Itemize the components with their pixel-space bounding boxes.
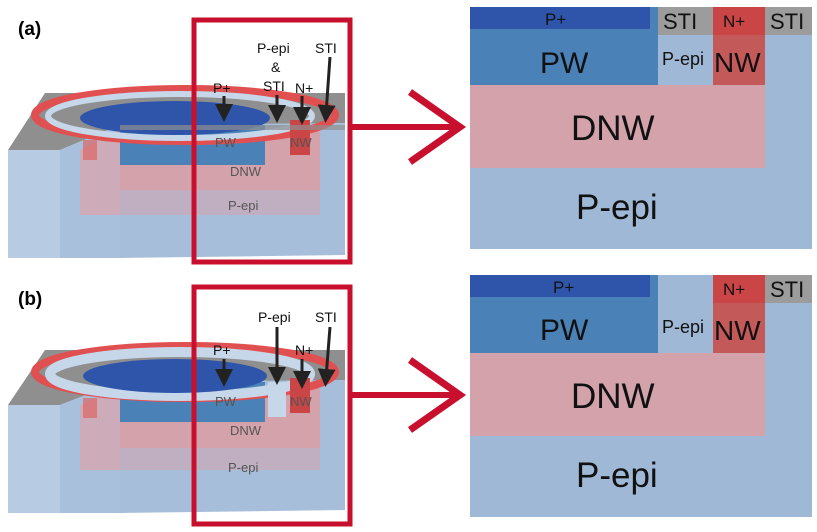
zoom-nplus-a — [713, 7, 765, 35]
device-3d-b: PW NW DNW P-epi — [8, 342, 345, 513]
zoom-label-dnw-a: DNW — [571, 109, 655, 148]
zoom-sti-left-a — [658, 7, 713, 35]
dnw-lower-b — [120, 448, 320, 470]
annot-sti-b: STI — [315, 309, 337, 325]
zoom-label-pplus-b: P+ — [553, 278, 574, 297]
nw-left-b — [83, 398, 97, 418]
annot-nplus-b: N+ — [295, 342, 313, 358]
annot-pepi-sti-line3-a: STI — [263, 78, 285, 94]
zoom-label-nplus-a: N+ — [723, 12, 745, 31]
zoom-sti-right-b — [765, 275, 812, 303]
zoom-nplus-b — [713, 275, 765, 303]
zoom-label-nw-a: NW — [714, 47, 761, 78]
zoom-arrow-a — [350, 89, 467, 165]
zoom-label-nplus-b: N+ — [723, 280, 745, 299]
zoom-pplus-b — [470, 275, 650, 297]
zoom-section-b: P+ N+ STI PW P-epi NW DNW P-epi — [470, 275, 812, 517]
panel-label-a: (a) — [18, 19, 41, 40]
nw-label-3d-a: NW — [290, 135, 312, 150]
zoom-label-pw-b: PW — [540, 314, 589, 347]
annot-pepi-sti-line2-a: & — [271, 59, 281, 75]
zoom-dnw-b — [470, 353, 765, 436]
dnw-label-3d-b: DNW — [230, 423, 262, 438]
panel-b: (b) PW NW DNW P-epi P-epi STI P+ — [8, 275, 812, 527]
annot-pplus-b: P+ — [213, 342, 231, 358]
arrow-sti-b — [317, 326, 336, 387]
sti-edge-a — [120, 125, 345, 130]
zoom-label-nw-b: NW — [714, 315, 761, 346]
pw-label-3d-b: PW — [215, 394, 237, 409]
zoom-label-sti-right-b: STI — [770, 277, 804, 302]
zoom-label-pepi-mid-b: P-epi — [662, 317, 704, 337]
annotations-a: P-epi & STI STI P+ N+ — [213, 40, 337, 125]
annot-pepi-b: P-epi — [258, 309, 291, 325]
zoom-label-pepi-b: P-epi — [576, 456, 658, 495]
dnw-lower-a — [120, 190, 320, 215]
device-3d-a: PW NW DNW P-epi — [8, 85, 345, 258]
nw-left-a — [83, 140, 97, 160]
annot-sti-a: STI — [315, 40, 337, 56]
annot-pplus-a: P+ — [213, 80, 231, 96]
zoom-label-dnw-b: DNW — [571, 377, 655, 416]
zoom-label-sti-left-a: STI — [663, 9, 697, 34]
highlight-box-a — [191, 17, 353, 265]
front-face-left-a — [8, 150, 60, 258]
annot-nplus-a: N+ — [295, 80, 313, 96]
zoom-sti-right-a — [765, 7, 812, 35]
dnw-label-3d-a: DNW — [230, 164, 262, 179]
panel-a: (a) PW NW DNW — [8, 7, 812, 265]
pepi-label-3d-b: P-epi — [228, 460, 258, 475]
zoom-section-a: P+ STI N+ STI PW P-epi NW DNW P-epi — [470, 7, 812, 249]
highlight-box-b — [191, 284, 353, 527]
pplus-disk-b — [83, 359, 267, 393]
pw-label-3d-a: PW — [215, 135, 237, 150]
pepi-gap-b — [268, 382, 286, 417]
pepi-label-3d-a: P-epi — [228, 198, 258, 213]
zoom-label-pepi-a: P-epi — [576, 188, 658, 227]
zoom-pplus-a — [470, 7, 650, 29]
pepi-ring-a — [45, 91, 315, 141]
nw-label-3d-b: NW — [290, 394, 312, 409]
zoom-label-pw-a: PW — [540, 47, 589, 80]
zoom-label-pplus-a: P+ — [545, 10, 566, 29]
panel-label-b: (b) — [18, 289, 42, 310]
zoom-label-pepi-mid-a: P-epi — [662, 49, 704, 69]
zoom-arrow-b — [350, 357, 467, 433]
zoom-dnw-a — [470, 85, 765, 168]
annot-pepi-sti-line1-a: P-epi — [257, 40, 290, 56]
arrow-sti-a — [317, 56, 336, 123]
zoom-label-sti-right-a: STI — [770, 9, 804, 34]
annotations-b: P-epi STI P+ N+ — [213, 309, 337, 389]
front-face-left-b — [8, 405, 60, 513]
